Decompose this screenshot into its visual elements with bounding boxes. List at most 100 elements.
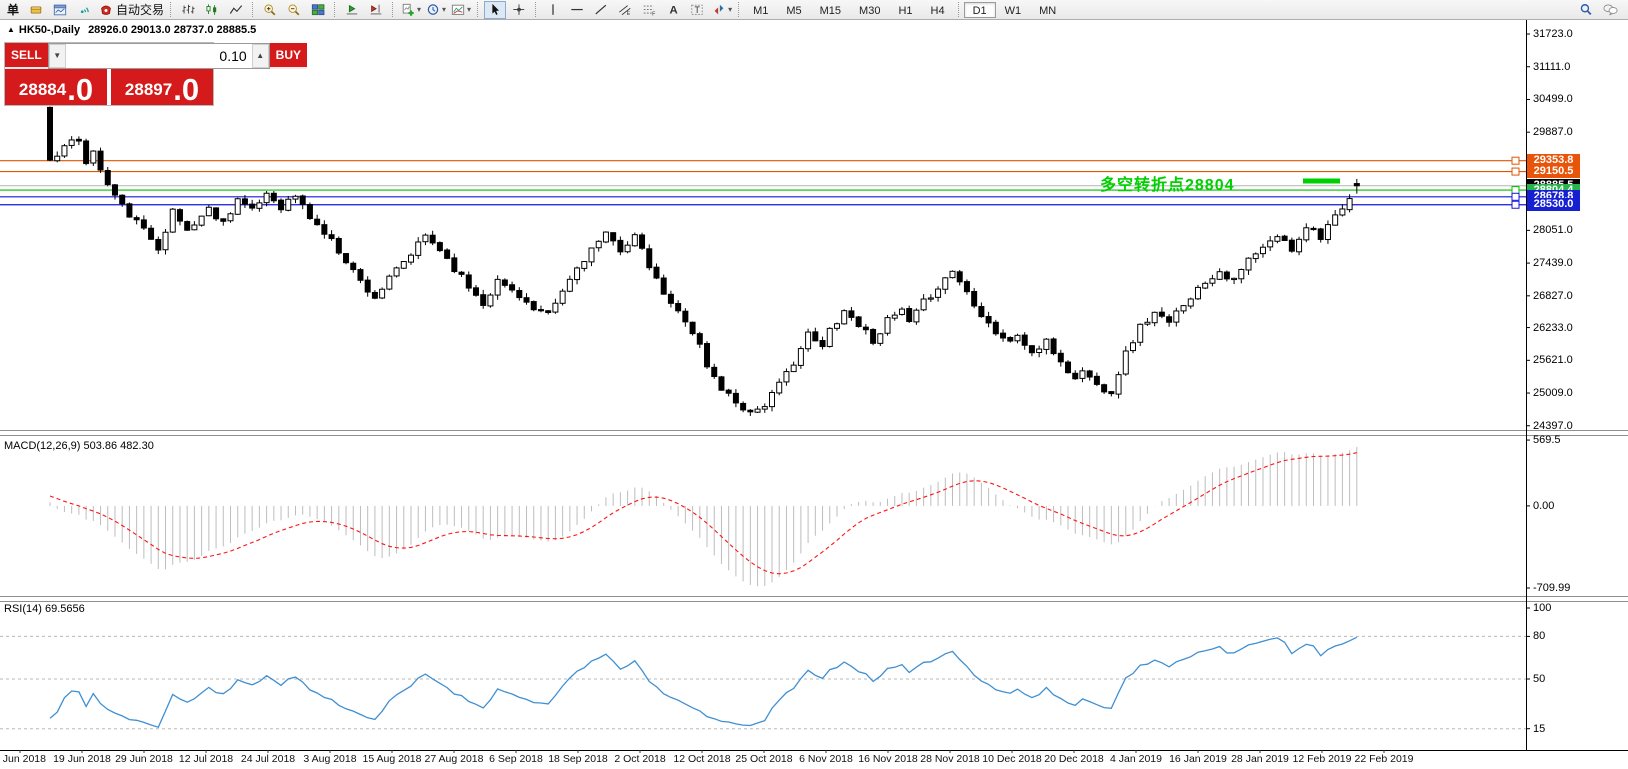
annotation-line-segment[interactable] — [1303, 178, 1340, 184]
price-line-label: 29150.5 — [1527, 165, 1580, 179]
dropdown-arrow-icon: ▾ — [442, 5, 447, 14]
toolbar-separator — [392, 2, 394, 17]
date-axis-label: 24 Jul 2018 — [240, 753, 296, 765]
macd-panel — [49, 446, 1358, 587]
search-icon[interactable] — [1575, 1, 1597, 19]
crosshair-icon[interactable] — [508, 1, 530, 19]
macd-indicator-label: MACD(12,26,9) 503.86 482.30 — [4, 440, 154, 452]
chart-annotation[interactable]: 多空转折点28804 — [1100, 177, 1235, 194]
chart-symbol-period: HK50-,Daily — [18, 24, 81, 36]
chart-shift-icon[interactable] — [365, 1, 387, 19]
chart-title: ▲ HK50-,Daily 28926.0 29013.0 28737.0 2888… — [7, 24, 256, 36]
collapse-arrow-icon[interactable]: ▲ — [7, 25, 15, 34]
candlesticks — [47, 106, 1360, 416]
timeframe-d1-button[interactable]: D1 — [963, 1, 996, 18]
chart-window-icon[interactable] — [49, 1, 71, 19]
buy-price-display[interactable]: 28897.0 — [111, 69, 213, 105]
trendline-icon[interactable] — [590, 1, 612, 19]
buy-price-frac: .0 — [173, 72, 200, 107]
chat-icon[interactable] — [1599, 1, 1621, 19]
date-axis-label: 4 Jan 2019 — [1110, 753, 1162, 765]
timeframe-m1-button[interactable]: M1 — [744, 2, 777, 18]
toolbar-separator — [334, 2, 336, 17]
date-axis-label: 12 Oct 2018 — [673, 753, 731, 765]
timeframe-m15-button[interactable]: M15 — [811, 2, 850, 18]
date-axis-label: 16 Jan 2019 — [1169, 753, 1227, 765]
date-axis-label: 29 Jun 2018 — [115, 753, 173, 765]
date-axis-label: 20 Dec 2018 — [1044, 753, 1104, 765]
price-axis-label: 26827.0 — [1533, 289, 1573, 302]
text-label-icon[interactable]: T — [686, 1, 708, 19]
horizontal-line-icon[interactable] — [566, 1, 588, 19]
dropdown-arrow-icon: ▾ — [467, 5, 472, 14]
sell-price-main: 28884 — [18, 80, 67, 99]
timeframe-h1-button[interactable]: H1 — [889, 2, 921, 18]
timeframe-h4-button[interactable]: H4 — [922, 2, 954, 18]
volume-stepper: ▼ ▲ — [47, 43, 270, 69]
volume-increase-button[interactable]: ▲ — [251, 44, 269, 68]
bar-chart-icon[interactable] — [177, 1, 199, 19]
chart-surface[interactable] — [0, 20, 1628, 769]
date-axis-label: 19 Jun 2018 — [53, 753, 111, 765]
signal-icon[interactable] — [73, 1, 95, 19]
toolbar: 单 自动交易 ▾ ▾ ▾ E F A T ▾ M1 M5 M15 M30 H1 H4 D1 W1 MN — [0, 0, 1628, 20]
macd-axis-label: -709.99 — [1533, 581, 1571, 594]
date-axis-label: 28 Nov 2018 — [920, 753, 980, 765]
periods-icon[interactable]: ▾ — [424, 1, 447, 19]
rsi-axis-label: 80 — [1533, 630, 1546, 643]
vertical-line-icon[interactable] — [542, 1, 564, 19]
line-chart-icon[interactable] — [225, 1, 247, 19]
svg-text:T: T — [695, 5, 701, 15]
timeframe-w1-button[interactable]: W1 — [996, 2, 1031, 18]
price-axis-label: 31111.0 — [1533, 60, 1571, 73]
one-click-trading-panel: SELL ▼ ▲ BUY 28884.0 28897.0 — [4, 42, 308, 106]
toolbar-separator — [957, 2, 960, 17]
date-axis-label: 6 Sep 2018 — [489, 753, 543, 765]
toolbar-separator — [477, 2, 479, 17]
rsi-axis-label: 50 — [1533, 673, 1546, 685]
date-axis-label: 27 Aug 2018 — [424, 753, 484, 765]
equidistant-channel-icon[interactable]: E — [614, 1, 636, 19]
volume-input[interactable] — [65, 44, 252, 68]
date-axis-label: 12 Jul 2018 — [178, 753, 234, 765]
zoom-out-icon[interactable] — [283, 1, 305, 19]
buy-button[interactable]: BUY — [269, 43, 308, 69]
price-axis-label: 24397.0 — [1533, 419, 1573, 432]
auto-scroll-icon[interactable] — [341, 1, 363, 19]
dropdown-arrow-icon: ▾ — [728, 5, 733, 14]
chart-window: ▲ HK50-,Daily 28926.0 29013.0 28737.0 2888… — [0, 20, 1628, 769]
market-watch-icon[interactable] — [25, 1, 47, 19]
price-axis-label: 31723.0 — [1533, 28, 1573, 40]
price-line-label: 29353.8 — [1527, 154, 1580, 168]
indicators-add-icon[interactable]: ▾ — [399, 1, 422, 19]
autotrading-icon[interactable]: 自动交易 — [97, 1, 165, 19]
text-icon[interactable]: A — [662, 1, 684, 19]
sell-price-frac: .0 — [67, 72, 94, 107]
date-axis-label: 10 Dec 2018 — [982, 753, 1042, 765]
timeframe-mn-button[interactable]: MN — [1030, 2, 1065, 18]
toolbar-separator — [535, 2, 537, 17]
svg-text:A: A — [670, 4, 678, 16]
arrows-icon[interactable]: ▾ — [710, 1, 733, 19]
sell-button[interactable]: SELL — [5, 43, 48, 69]
svg-text:E: E — [627, 10, 631, 16]
date-axis-label: 28 Jan 2019 — [1231, 753, 1289, 765]
timeframe-m5-button[interactable]: M5 — [777, 2, 810, 18]
new-order-icon[interactable]: 单 — [6, 3, 19, 17]
timeframe-m30-button[interactable]: M30 — [850, 2, 889, 18]
zoom-in-icon[interactable] — [259, 1, 281, 19]
cursor-icon[interactable] — [484, 0, 507, 19]
date-axis-label: 2 Oct 2018 — [614, 753, 666, 765]
volume-decrease-button[interactable]: ▼ — [48, 44, 66, 68]
buy-price-main: 28897 — [124, 80, 173, 99]
sell-price-display[interactable]: 28884.0 — [5, 69, 107, 105]
toolbar-separator — [252, 2, 254, 17]
horizontal-lines — [0, 156, 1526, 209]
candlestick-chart-icon[interactable] — [201, 1, 223, 19]
rsi-axis-label: 15 — [1533, 722, 1546, 735]
templates-icon[interactable]: ▾ — [449, 1, 472, 19]
fibonacci-icon[interactable]: F — [638, 1, 660, 19]
price-axis-label: 28051.0 — [1533, 224, 1573, 237]
price-axis-label: 27439.0 — [1533, 257, 1573, 270]
tile-windows-icon[interactable] — [307, 1, 329, 19]
